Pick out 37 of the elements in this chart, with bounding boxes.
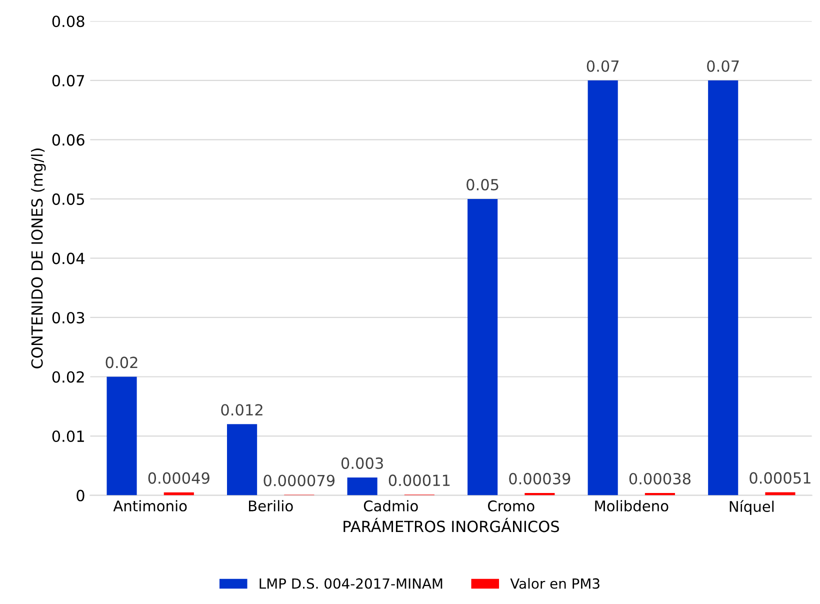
data-label: 0.07 [707,60,739,72]
y-tick-label: 0.02 [52,371,84,383]
bar [106,376,137,496]
data-label: 0.07 [586,60,619,72]
legend-label: LMP D.S. 004-2017-MINAM [260,578,442,589]
x-axis-title: PARÁMETROS INORGÁNICOS [344,518,559,532]
legend-label: Valor en PM3 [510,578,600,589]
y-tick-label: 0.04 [52,252,84,264]
bar [227,424,258,496]
bar [708,80,738,496]
y-tick-label: 0.05 [52,193,84,205]
x-tick-label: Berilio [249,500,293,512]
data-label: 0.02 [106,356,138,368]
bar [468,198,498,496]
data-label: 0.003 [341,457,383,469]
y-tick-label: 0.03 [52,312,84,324]
y-tick-label: 0.07 [52,74,84,86]
data-label: 0.00049 [148,472,210,484]
data-label: 0.000079 [264,474,335,486]
bar [588,80,618,496]
y-tick-label: 0.01 [52,430,84,442]
x-tick-label: Antimonio [113,500,187,512]
x-tick-label: Cromo [488,500,534,512]
y-tick-label: 0 [76,490,84,502]
x-tick-label: Níquel [730,500,774,515]
y-axis-title: CONTENIDO DE IONES (mg/l) [30,148,46,368]
y-tick-label: 0.06 [52,134,84,146]
data-label: 0.00011 [388,474,450,486]
x-tick-label: Molibdeno [595,500,668,512]
data-label: 0.00039 [509,472,570,484]
data-label: 0.00038 [629,472,691,485]
data-label: 0.05 [466,178,498,190]
bar [347,478,378,496]
x-tick-label: Cadmio [364,500,418,512]
data-label: 0.012 [221,404,262,416]
y-tick-label: 0.08 [52,16,84,28]
data-label: 0.00051 [750,472,810,484]
